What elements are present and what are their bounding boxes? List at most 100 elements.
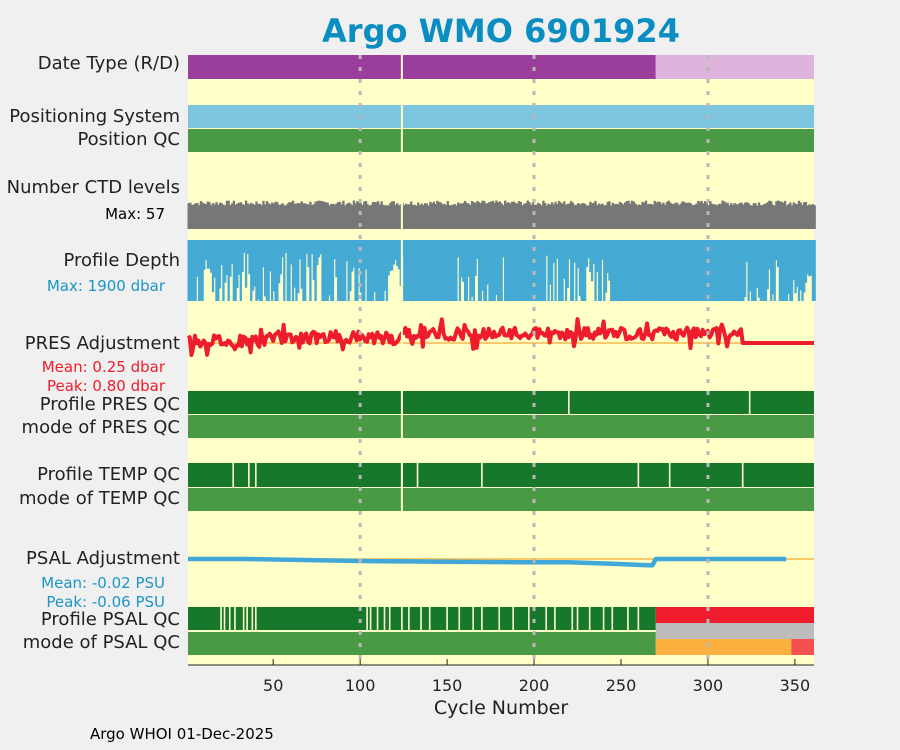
ctd-bar: [714, 204, 717, 229]
ctd-bar: [698, 201, 702, 229]
depth-bar: [764, 240, 768, 301]
depth-bar: [811, 240, 815, 301]
ctd-bar: [662, 202, 665, 229]
depth-bar: [510, 240, 514, 301]
ctd-bar: [277, 204, 281, 229]
ctd-bar: [657, 201, 660, 229]
depth-bar: [564, 240, 568, 301]
ctd-bar: [660, 204, 663, 229]
ctd-bar: [723, 201, 726, 229]
depth-bar: [331, 240, 335, 301]
ctd-bar: [658, 201, 662, 229]
depth-bar: [441, 240, 444, 301]
ctd-bar: [210, 205, 213, 229]
ctd-bar: [703, 201, 707, 229]
depth-bar: [225, 240, 229, 276]
depth-bar: [531, 240, 535, 301]
ctd-bar: [375, 202, 378, 229]
label-profile-depth: Profile Depth: [63, 250, 180, 271]
depth-bar: [710, 240, 714, 301]
ctd-bar: [192, 204, 196, 229]
ctd-bar: [330, 203, 333, 229]
temp-mode-band: [188, 488, 814, 511]
depth-bar: [623, 240, 627, 301]
depth-bar: [568, 240, 571, 260]
depth-bar: [423, 240, 427, 301]
ctd-bar: [573, 205, 576, 229]
depth-bar: [705, 240, 709, 301]
label-pres-mean: Mean: 0.25 dbar: [41, 358, 165, 376]
depth-bar: [410, 240, 413, 301]
temp-qc-band: [188, 463, 814, 487]
depth-bar: [695, 240, 698, 301]
x-axis: 50 100 150 200 250 300 350: [188, 659, 814, 695]
ctd-bar: [354, 203, 357, 229]
depth-bar: [246, 240, 249, 255]
depth-bar: [644, 240, 648, 301]
depth-bar: [262, 240, 265, 268]
ctd-bar: [208, 202, 211, 229]
depth-bar: [340, 240, 343, 301]
ctd-bar: [244, 200, 248, 229]
ctd-bar: [286, 203, 289, 229]
ctd-bar: [408, 204, 411, 229]
depth-bar: [436, 240, 439, 301]
depth-bar: [418, 240, 422, 301]
ctd-bar: [248, 204, 251, 229]
depth-bar: [373, 240, 376, 292]
ctd-bar: [495, 200, 498, 229]
depth-bar: [733, 240, 736, 301]
x-tick-label-100: 100: [345, 676, 376, 695]
psal-qc-gap: [627, 607, 629, 630]
depth-bar: [448, 240, 451, 301]
depth-bar: [281, 240, 284, 258]
x-tick-label-350: 350: [780, 676, 811, 695]
label-positioning: Positioning System: [9, 106, 180, 127]
depth-bar: [356, 240, 359, 301]
psal-qc-gap: [528, 607, 530, 630]
psal-qc-gap: [401, 607, 403, 630]
depth-bar: [665, 240, 669, 301]
depth-bar: [227, 240, 230, 301]
ctd-bar: [592, 202, 595, 229]
ctd-bar: [307, 204, 310, 229]
ctd-bar: [270, 202, 274, 229]
psal-qc-gap: [588, 607, 591, 630]
ctd-bar: [517, 201, 521, 229]
psal-qc-gap: [545, 607, 548, 630]
depth-bar: [344, 240, 347, 301]
ctd-bar: [197, 205, 201, 229]
depth-bar: [444, 240, 448, 301]
ctd-bar: [189, 202, 192, 229]
depth-bar: [460, 240, 463, 278]
ctd-bar: [630, 200, 634, 229]
depth-bar: [434, 240, 437, 301]
depth-bar: [425, 240, 429, 301]
ctd-bar: [721, 200, 724, 229]
ctd-bar: [441, 204, 444, 229]
depth-bar: [618, 240, 622, 301]
ctd-bar: [490, 201, 493, 229]
ctd-bar: [444, 205, 448, 229]
depth-bar: [502, 240, 505, 258]
depth-bar: [387, 240, 390, 276]
ctd-bar: [417, 202, 420, 229]
depth-bar: [335, 240, 338, 278]
depth-bar: [587, 240, 590, 259]
depth-bar: [719, 240, 722, 301]
ctd-bar: [543, 202, 547, 229]
depth-bar: [392, 240, 396, 265]
ctd-bar: [366, 204, 369, 229]
depth-bar: [570, 240, 573, 301]
depth-bar: [736, 240, 740, 301]
depth-bar: [390, 240, 394, 271]
psal-qc-gap: [571, 607, 574, 630]
ctd-bar: [594, 200, 597, 229]
depth-bar: [603, 240, 606, 301]
depth-bar: [305, 240, 309, 254]
depth-bar: [488, 240, 491, 301]
ctd-bar: [780, 201, 783, 229]
ctd-bar: [787, 204, 790, 229]
ctd-bar: [583, 203, 587, 229]
ctd-bar: [288, 202, 291, 229]
